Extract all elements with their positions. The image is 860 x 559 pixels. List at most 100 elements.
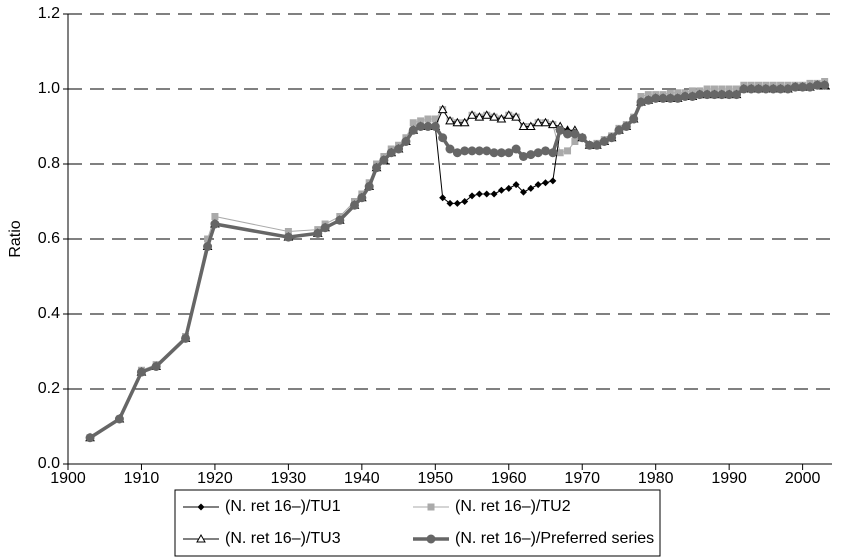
series-line <box>89 81 825 439</box>
marker <box>136 367 146 377</box>
marker <box>408 125 418 135</box>
marker <box>547 119 558 129</box>
marker <box>564 147 572 155</box>
marker <box>542 179 549 187</box>
marker <box>453 199 461 207</box>
marker <box>526 150 536 160</box>
marker <box>489 148 499 158</box>
marker <box>283 232 293 242</box>
marker <box>798 82 808 92</box>
marker <box>505 184 513 192</box>
marker <box>430 122 440 131</box>
marker <box>703 85 711 93</box>
marker <box>614 125 624 135</box>
marker <box>151 362 161 371</box>
marker <box>483 190 491 198</box>
marker <box>534 181 542 189</box>
marker <box>437 104 448 114</box>
y-tick-label: 0.0 <box>38 455 60 472</box>
marker <box>181 333 191 343</box>
marker <box>511 112 521 121</box>
marker <box>739 84 749 94</box>
marker <box>805 82 815 92</box>
marker <box>438 133 448 143</box>
marker <box>717 90 727 100</box>
marker <box>511 144 521 154</box>
marker <box>540 117 551 127</box>
x-tick-label: 1920 <box>197 470 233 487</box>
legend-box <box>174 489 661 557</box>
marker <box>211 213 219 220</box>
marker <box>790 82 800 92</box>
marker <box>629 114 639 124</box>
marker <box>427 503 435 511</box>
marker <box>643 95 653 105</box>
marker <box>518 121 529 130</box>
marker <box>518 152 528 161</box>
marker <box>820 80 830 90</box>
marker <box>114 414 124 424</box>
marker <box>776 84 786 94</box>
marker <box>503 110 514 119</box>
x-tick-label: 1980 <box>638 470 674 487</box>
y-tick-label: 1.2 <box>38 5 60 22</box>
marker <box>417 117 425 125</box>
marker <box>335 215 345 225</box>
marker <box>732 90 741 100</box>
marker <box>364 182 374 191</box>
marker <box>644 91 652 99</box>
marker <box>423 122 433 131</box>
legend-label: (N. ret 16–)/Preferred series <box>455 530 654 547</box>
x-tick-label: 1970 <box>564 470 600 487</box>
marker <box>519 188 527 196</box>
marker <box>725 85 733 93</box>
marker <box>481 110 492 119</box>
x-tick-label: 1990 <box>711 470 747 487</box>
marker <box>467 146 477 156</box>
marker <box>452 148 462 158</box>
marker <box>204 235 212 243</box>
marker <box>665 93 675 103</box>
marker <box>724 90 734 100</box>
marker <box>674 89 682 97</box>
marker <box>394 144 404 154</box>
marker <box>783 84 793 94</box>
marker <box>431 115 439 123</box>
marker <box>474 146 484 156</box>
marker <box>379 155 389 165</box>
marker <box>637 93 645 100</box>
marker <box>571 138 579 145</box>
marker <box>409 119 417 127</box>
marker <box>439 194 447 202</box>
marker <box>746 84 756 94</box>
marker <box>761 84 771 94</box>
marker <box>577 133 587 143</box>
y-tick-label: 0.2 <box>38 380 60 397</box>
x-tick-label: 2000 <box>785 470 821 487</box>
marker <box>688 87 696 95</box>
marker <box>482 146 492 156</box>
marker <box>702 90 712 100</box>
marker <box>512 181 520 189</box>
marker <box>197 503 205 511</box>
marker <box>607 133 617 143</box>
marker <box>541 146 550 156</box>
y-tick-label: 0.8 <box>38 155 60 172</box>
marker <box>452 117 463 127</box>
legend-label: (N. ret 16–)/TU2 <box>455 498 571 515</box>
marker <box>445 144 455 154</box>
x-tick-label: 1950 <box>418 470 454 487</box>
marker <box>468 192 476 200</box>
x-tick-label: 1940 <box>344 470 380 487</box>
marker <box>203 242 213 251</box>
marker <box>475 190 483 198</box>
marker <box>527 184 535 192</box>
marker <box>754 84 764 94</box>
marker <box>812 80 822 90</box>
marker <box>710 85 718 93</box>
marker <box>525 121 536 130</box>
marker <box>350 200 359 210</box>
y-axis-label: Ratio <box>7 220 24 257</box>
